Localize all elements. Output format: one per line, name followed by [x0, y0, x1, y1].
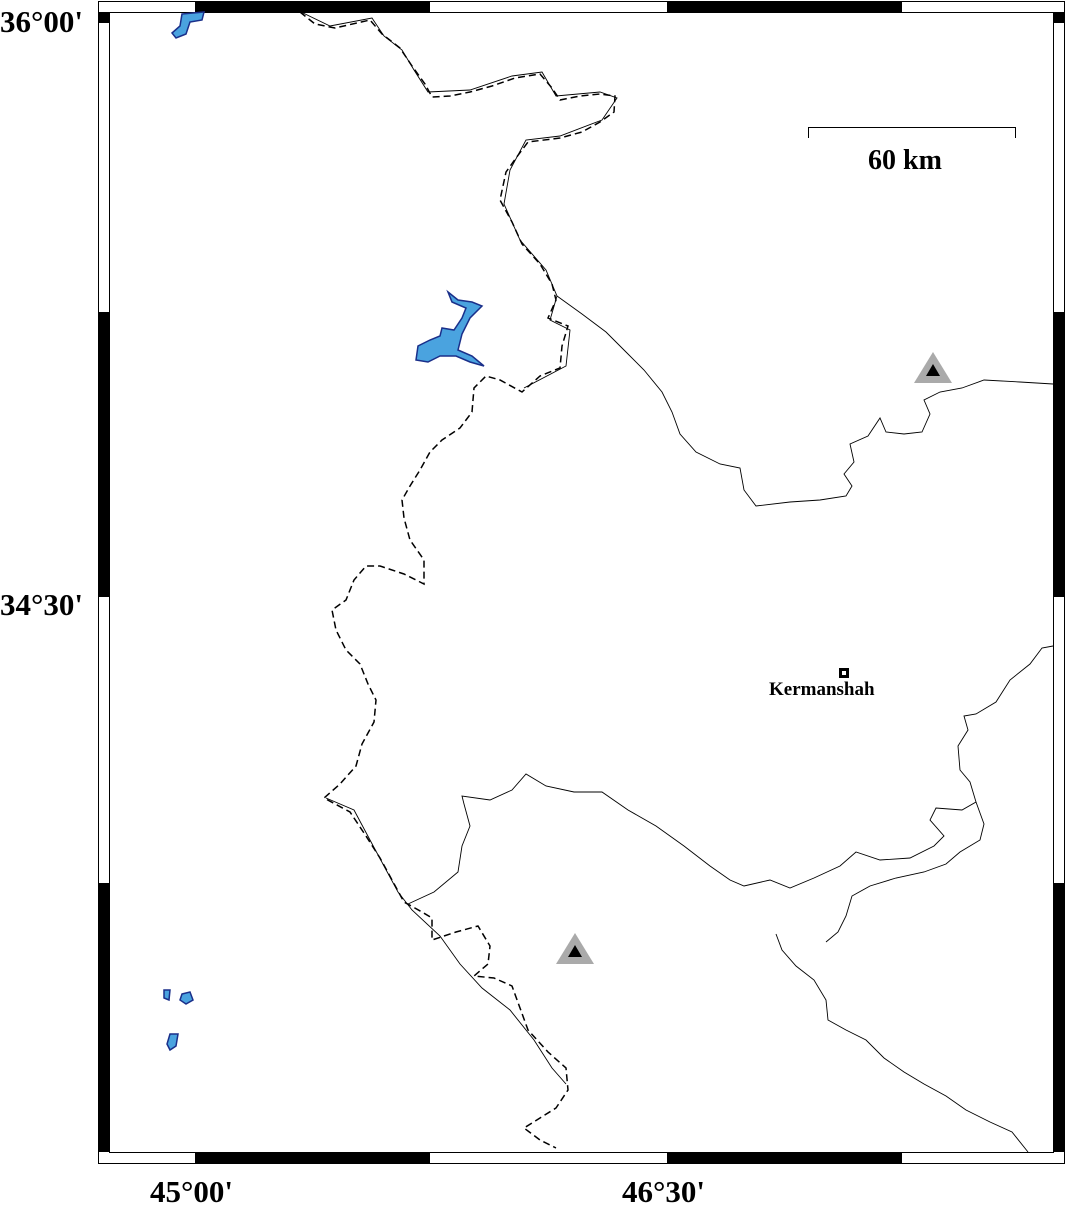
lat-label-34-30: 34°30'	[0, 587, 84, 622]
city-label-kermanshah: Kermanshah	[769, 679, 875, 700]
province-border	[825, 801, 985, 943]
lat-label-36-00: 36°00'	[0, 4, 84, 39]
international-border	[299, 11, 616, 1149]
province-border	[556, 295, 1054, 507]
lon-label-45-00: 45°00'	[150, 1174, 234, 1209]
lake	[166, 1033, 179, 1052]
lon-label-46-30: 46°30'	[622, 1174, 706, 1209]
province-border	[325, 797, 567, 1085]
lake	[163, 989, 171, 1002]
station-marker	[914, 352, 952, 383]
map-frame	[98, 1, 1065, 1164]
province-border	[775, 933, 1029, 1153]
lake	[170, 11, 205, 39]
scale-bar	[808, 127, 1016, 138]
water-bodies	[163, 11, 485, 1052]
scale-bar-label: 60 km	[868, 145, 942, 176]
lake	[415, 289, 485, 367]
province-border	[407, 645, 1054, 905]
station-marker	[556, 933, 594, 964]
lake	[179, 991, 194, 1005]
